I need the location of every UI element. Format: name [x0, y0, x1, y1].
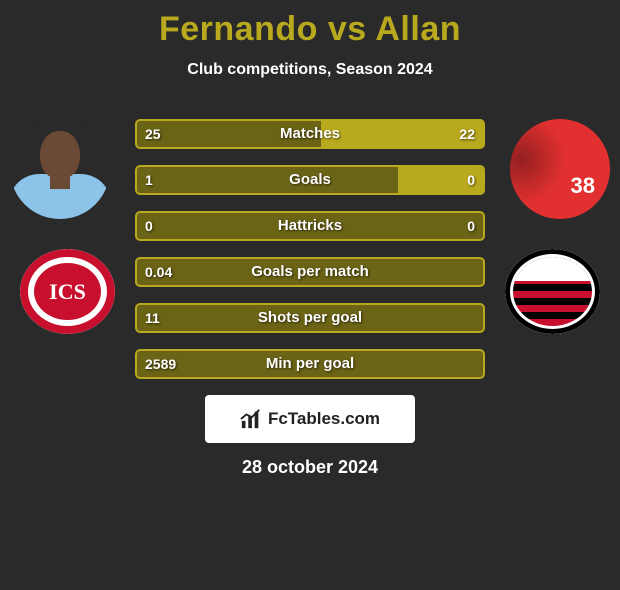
- date-label: 28 october 2024: [0, 457, 620, 478]
- player1-club-badge: ICS: [20, 249, 115, 334]
- player2-avatar: 38: [510, 119, 610, 219]
- stat-label: Goals: [135, 165, 485, 195]
- comparison-content: 38 ICS 2522Matches 10Goals 00Hattricks 0.04…: [0, 119, 620, 478]
- player2-shirt-number: 38: [571, 173, 595, 199]
- stat-row: 00Hattricks: [135, 211, 485, 241]
- stat-label: Min per goal: [135, 349, 485, 379]
- player1-name: Fernando: [159, 10, 318, 48]
- stat-label: Goals per match: [135, 257, 485, 287]
- page-title: Fernando vs Allan: [0, 10, 620, 49]
- branding-box: FcTables.com: [205, 395, 415, 443]
- stat-row: 0.04Goals per match: [135, 257, 485, 287]
- stat-label: Hattricks: [135, 211, 485, 241]
- stat-label: Shots per goal: [135, 303, 485, 333]
- stat-bars: 2522Matches 10Goals 00Hattricks 0.04Goals p…: [135, 119, 485, 379]
- stat-label: Matches: [135, 119, 485, 149]
- player1-avatar: [10, 119, 110, 219]
- chart-icon: [240, 408, 262, 430]
- vs-word: vs: [328, 10, 367, 48]
- stat-row: 2589Min per goal: [135, 349, 485, 379]
- stat-row: 11Shots per goal: [135, 303, 485, 333]
- branding-text: FcTables.com: [268, 409, 380, 429]
- stat-row: 2522Matches: [135, 119, 485, 149]
- player2-name: Allan: [375, 10, 461, 48]
- subtitle: Club competitions, Season 2024: [0, 61, 620, 79]
- player2-club-badge: [505, 249, 600, 334]
- stat-row: 10Goals: [135, 165, 485, 195]
- club1-initials: ICS: [34, 263, 101, 320]
